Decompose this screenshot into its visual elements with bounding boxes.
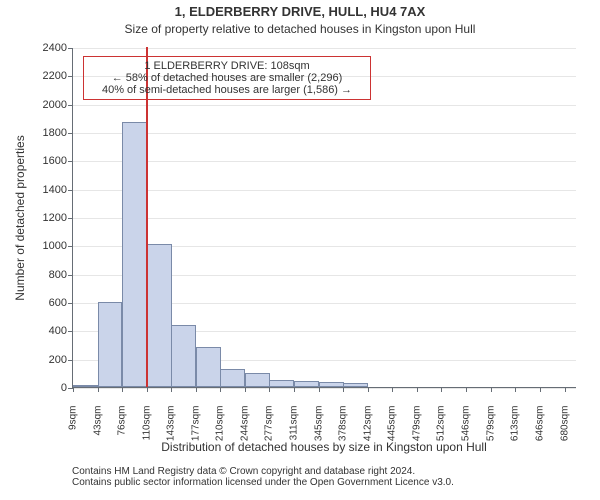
x-tick-label: 345sqm [314, 400, 325, 442]
x-tick [540, 387, 541, 392]
x-tick-label: 76sqm [117, 400, 128, 436]
x-tick [196, 387, 197, 392]
y-tick-label: 2400 [43, 42, 73, 54]
x-tick-label: 613sqm [510, 400, 521, 442]
footer-attribution: Contains HM Land Registry data © Crown c… [72, 466, 454, 488]
x-tick-label: 143sqm [166, 400, 177, 442]
histogram-bar [73, 385, 98, 387]
x-tick [73, 387, 74, 392]
x-tick [441, 387, 442, 392]
annotation-line: 40% of semi-detached houses are larger (… [84, 84, 370, 96]
x-tick-label: 9sqm [68, 400, 79, 430]
x-tick-label: 277sqm [264, 400, 275, 442]
y-tick-label: 1400 [43, 184, 73, 196]
histogram-bar [245, 373, 270, 387]
x-tick [343, 387, 344, 392]
x-tick [565, 387, 566, 392]
x-tick [98, 387, 99, 392]
y-tick-label: 1600 [43, 155, 73, 167]
x-tick [147, 387, 148, 392]
x-tick-label: 546sqm [461, 400, 472, 442]
x-tick-label: 210sqm [215, 400, 226, 442]
x-tick-label: 680sqm [559, 400, 570, 442]
annotation-line: 1 ELDERBERRY DRIVE: 108sqm [84, 60, 370, 72]
histogram-bar [343, 383, 368, 387]
x-tick-label: 445sqm [387, 400, 398, 442]
x-tick [245, 387, 246, 392]
x-tick [269, 387, 270, 392]
x-tick [294, 387, 295, 392]
histogram-chart: Number of detached properties 1 ELDERBER… [0, 0, 600, 500]
annotation-line: ← 58% of detached houses are smaller (2,… [84, 72, 370, 84]
x-tick [515, 387, 516, 392]
y-tick-label: 800 [49, 269, 73, 281]
x-tick-label: 512sqm [436, 400, 447, 442]
x-tick-label: 579sqm [485, 400, 496, 442]
y-tick-label: 2200 [43, 70, 73, 82]
x-axis-label: Distribution of detached houses by size … [161, 440, 487, 454]
y-tick-label: 2000 [43, 99, 73, 111]
histogram-bar [196, 347, 221, 387]
x-tick-label: 43sqm [92, 400, 103, 436]
x-tick [491, 387, 492, 392]
y-tick-label: 0 [61, 382, 73, 394]
histogram-bar [319, 382, 344, 387]
annotation-box: 1 ELDERBERRY DRIVE: 108sqm← 58% of detac… [83, 56, 371, 100]
y-tick-label: 600 [49, 297, 73, 309]
footer-line-2: Contains public sector information licen… [72, 477, 454, 488]
gridline [73, 190, 576, 191]
plot-area: 1 ELDERBERRY DRIVE: 108sqm← 58% of detac… [72, 48, 576, 388]
x-tick [171, 387, 172, 392]
x-tick-label: 412sqm [363, 400, 374, 442]
x-tick [220, 387, 221, 392]
x-tick-label: 177sqm [191, 400, 202, 442]
x-tick-label: 646sqm [534, 400, 545, 442]
y-tick-label: 1800 [43, 127, 73, 139]
x-tick [122, 387, 123, 392]
y-tick-label: 400 [49, 325, 73, 337]
gridline [73, 133, 576, 134]
histogram-bar [122, 122, 147, 387]
histogram-bar [98, 302, 123, 387]
x-tick-label: 244sqm [240, 400, 251, 442]
x-tick-label: 378sqm [338, 400, 349, 442]
y-tick-label: 200 [49, 354, 73, 366]
x-tick-label: 311sqm [289, 400, 300, 441]
x-tick [417, 387, 418, 392]
x-tick [392, 387, 393, 392]
gridline [73, 388, 576, 389]
x-tick [319, 387, 320, 392]
histogram-bar [171, 325, 196, 387]
x-tick-label: 479sqm [412, 400, 423, 442]
gridline [73, 161, 576, 162]
y-tick-label: 1200 [43, 212, 73, 224]
x-tick [466, 387, 467, 392]
histogram-bar [269, 380, 294, 387]
footer-line-1: Contains HM Land Registry data © Crown c… [72, 466, 454, 477]
histogram-bar [294, 381, 319, 387]
histogram-bar [147, 244, 172, 387]
x-tick-label: 110sqm [141, 400, 152, 441]
gridline [73, 48, 576, 49]
y-tick-label: 1000 [43, 240, 73, 252]
gridline [73, 218, 576, 219]
gridline [73, 105, 576, 106]
x-tick [368, 387, 369, 392]
y-axis-label: Number of detached properties [13, 135, 27, 300]
histogram-bar [220, 369, 245, 387]
